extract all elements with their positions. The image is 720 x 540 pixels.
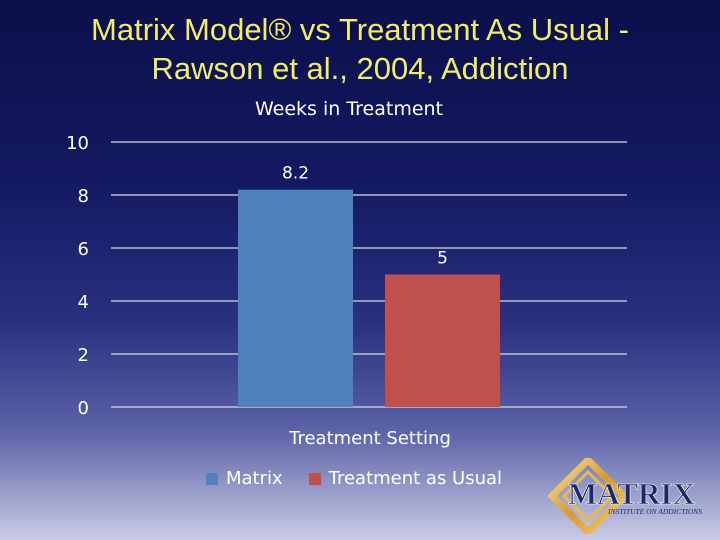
bars	[238, 189, 500, 407]
slide-title: Matrix Model® vs Treatment As Usual - Ra…	[0, 10, 720, 88]
y-tick-label-4: 4	[78, 292, 89, 313]
logo-wordmark: MATRIX	[568, 476, 695, 511]
logo-subtext: INSTITUTE ON ADDICTIONS	[607, 507, 702, 516]
gridlines	[111, 141, 627, 408]
y-tick-label-8: 8	[78, 186, 89, 207]
chart-title: Weeks in Treatment	[254, 98, 444, 120]
legend-item-matrix: Matrix	[205, 468, 283, 489]
x-axis-title: Treatment Setting	[289, 428, 451, 449]
data-label-matrix: 8.2	[282, 164, 309, 184]
legend-swatch-treatment-as-usual	[308, 472, 321, 485]
logo-diamond-inner	[561, 469, 615, 523]
legend: Matrix Treatment as Usual	[0, 468, 708, 489]
matrix-logo: MATRIX INSTITUTE ON ADDICTIONS	[548, 458, 702, 534]
legend-item-treatment-as-usual: Treatment as Usual	[308, 468, 503, 489]
data-labels: 8.25	[282, 164, 448, 269]
bar-matrix	[238, 189, 353, 407]
data-label-treatment-as-usual: 5	[437, 249, 448, 269]
y-tick-label-6: 6	[78, 239, 89, 260]
bar-treatment-as-usual	[385, 274, 500, 407]
slide-title-line-2: Rawson et al., 2004, Addiction	[151, 51, 569, 86]
y-tick-label-10: 10	[66, 133, 89, 154]
y-tick-label-0: 0	[78, 398, 89, 419]
legend-swatch-matrix	[205, 472, 218, 485]
legend-label-matrix: Matrix	[225, 468, 283, 489]
slide-title-line-1: Matrix Model® vs Treatment As Usual -	[91, 12, 629, 47]
logo-diamond-outer	[548, 458, 629, 534]
y-tick-label-2: 2	[78, 345, 89, 366]
legend-label-treatment-as-usual: Treatment as Usual	[328, 468, 503, 489]
y-tick-labels: 0 2 4 6 8 10	[66, 133, 89, 419]
